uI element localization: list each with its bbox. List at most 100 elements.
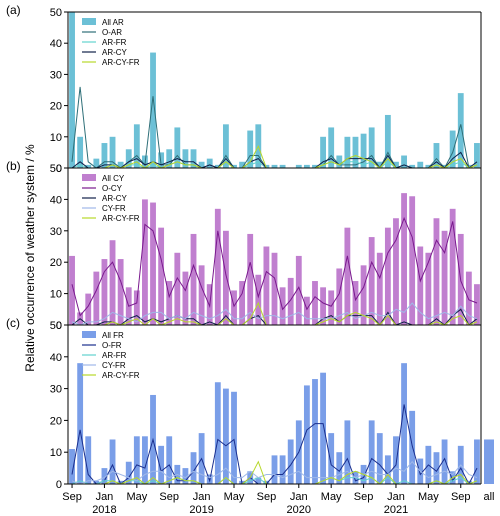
x-tick-label: May [224,491,245,503]
y-tick-label: 30 [50,384,62,396]
bar [214,208,221,325]
x-tick-label: Sep [257,491,277,503]
bar [69,12,75,168]
bar [239,161,246,168]
bar [368,237,375,325]
bar [449,208,456,325]
legend-swatch [82,331,96,338]
series-line [71,86,478,168]
bar [255,274,262,325]
y-tick-label: 0 [56,320,62,332]
bar [158,227,165,325]
y-tick-label: 50 [50,320,62,332]
x-year-label: 2021 [384,504,408,516]
bar [303,296,310,325]
legend-entry: All FR [102,331,124,340]
bar [376,252,383,325]
series-line [71,216,478,317]
bar [425,252,432,325]
y-tick-label: 10 [50,132,62,144]
bar [231,290,237,325]
bar [117,259,124,325]
legend-entry: AR-FR [102,351,127,360]
bar [271,455,278,484]
y-tick-label: 20 [50,415,62,427]
bar [142,199,148,325]
legend-swatch [82,174,96,181]
bar [158,445,165,484]
bar [125,461,132,484]
bar [409,164,416,168]
legend-entry: AR-CY [102,194,128,203]
legend-entry: AR-CY-FR [102,58,140,67]
bar [344,420,351,484]
x-tick-label: Sep [451,491,471,503]
bar [133,290,140,325]
bar [312,164,318,168]
bar [295,255,302,325]
y-tick-label: 30 [50,226,62,238]
bar [303,164,310,168]
bar [393,218,399,325]
y-tick-label: 50 [50,7,62,19]
bar [303,385,310,484]
bar [376,161,383,168]
bar [214,164,221,168]
bar [77,136,84,168]
x-year-label: 2018 [92,504,116,516]
bar [158,152,165,168]
panel-c: 0 10 20 30 40 50 (c) All FRO-FRAR-FRCY-FRAR-CY-… [6,316,494,491]
bar [101,143,108,168]
bar [190,233,197,325]
x-tick-label: Sep [354,491,374,503]
bar [401,193,407,325]
x-tick-label: May [126,491,147,503]
bar [182,149,189,168]
bar [474,143,480,168]
panel-label: (c) [6,316,20,330]
panel-label: (b) [6,159,21,173]
bar [312,281,318,325]
series-line [71,302,478,325]
bar [133,436,140,484]
legend-entry: O-FR [102,341,122,350]
legend-entry: AR-CY [102,48,128,57]
bar [295,164,302,168]
x-tick-label: Jan [290,491,308,503]
panel-b: 0 10 20 30 40 50 (b) All CYO-CYAR-CYCY-FRAR-CY-… [6,159,482,332]
legend-entry: AR-FR [102,38,127,47]
panel-a: 0 10 20 30 40 50 (a) All ARO-ARAR-FRAR-CYAR-CY-… [6,3,482,175]
bar [231,164,237,168]
bar [368,127,375,168]
series-lines [71,404,478,484]
bar [328,127,335,168]
y-tick-label: 0 [56,163,62,175]
bar [433,218,440,325]
series-lines [71,86,478,168]
bar [174,127,181,168]
bar [279,164,286,168]
legend-swatch [82,18,96,25]
bar [336,155,343,168]
bar [77,363,84,484]
x-tick-label: all [483,491,494,503]
bar [93,480,100,484]
bar [417,161,424,168]
bar [206,158,213,168]
bar [85,293,92,325]
x-tick-label: Sep [159,491,179,503]
bar [198,161,205,168]
y-axis-label: Relative occurrence of weather system / … [23,144,37,372]
bar [433,143,440,168]
y-tick-label: 20 [50,101,62,113]
x-year-label: 2020 [287,504,311,516]
bar [279,455,286,484]
bar [433,452,440,484]
bar [109,439,116,484]
bar [101,468,108,484]
bar [484,439,494,484]
panel-label: (a) [6,3,21,17]
bar [198,265,205,325]
bar [312,379,318,484]
